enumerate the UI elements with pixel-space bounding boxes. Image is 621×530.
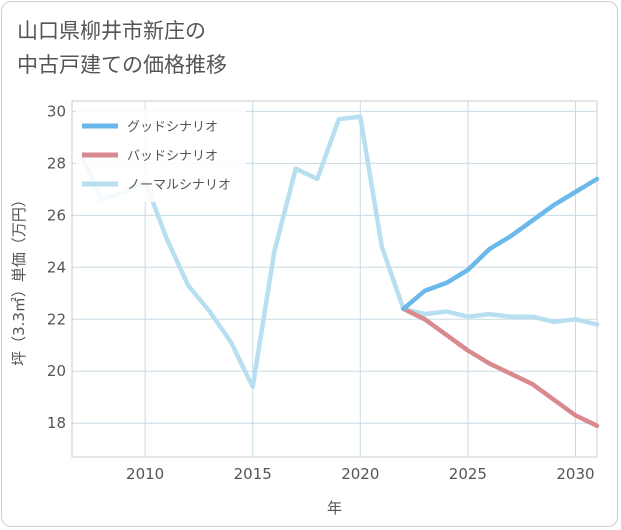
series-line-1 (401, 306, 600, 429)
x-tick-label: 2025 (449, 465, 487, 483)
y-tick-label: 30 (47, 102, 66, 120)
y-tick-label: 18 (47, 414, 66, 432)
x-tick-label: 2030 (556, 465, 594, 483)
y-tick-label: 24 (47, 258, 66, 276)
legend-label-2: ノーマルシナリオ (127, 178, 231, 193)
title-line-1: 山口県柳井市新庄の (17, 19, 206, 43)
plot-area (71, 100, 598, 458)
x-tick-label: 2020 (341, 465, 379, 483)
y-axis-title: 坪（3.3㎡）単価（万円） (10, 192, 28, 366)
chart-title: 山口県柳井市新庄の 中古戸建ての価格推移 (17, 14, 227, 82)
series-line-2 (78, 114, 600, 390)
series-line-0 (401, 176, 600, 312)
x-tick-label: 2015 (234, 465, 272, 483)
y-tick-label: 22 (47, 310, 66, 328)
axis-ticks: 18 20 22 24 26 28 30 2010 2015 2020 2025 2030 (47, 102, 595, 483)
x-tick-label: 2010 (126, 465, 164, 483)
x-axis-title: 年 (327, 499, 342, 517)
series-lines (78, 114, 600, 429)
y-tick-label: 20 (47, 362, 66, 380)
title-line-2: 中古戸建ての価格推移 (17, 53, 227, 77)
y-tick-label: 26 (47, 206, 66, 224)
legend-label-1: バッドシナリオ (127, 149, 218, 164)
y-tick-label: 28 (47, 154, 66, 172)
legend-label-0: グッドシナリオ (127, 120, 218, 135)
